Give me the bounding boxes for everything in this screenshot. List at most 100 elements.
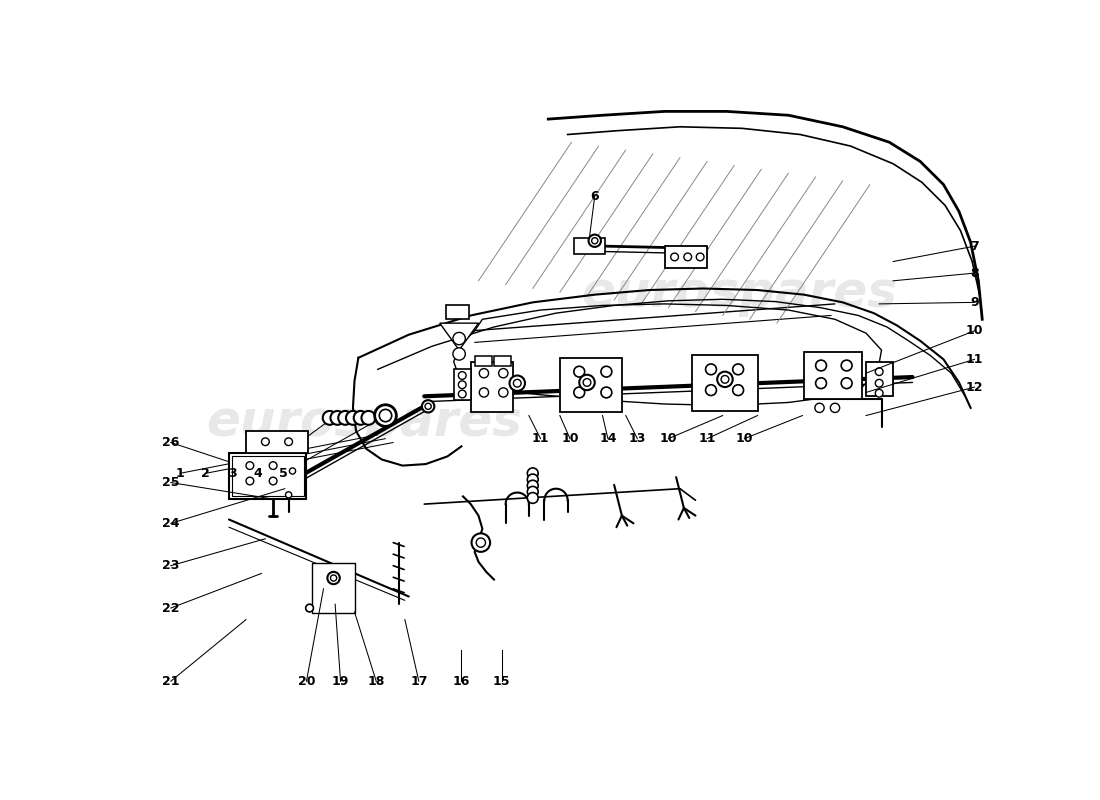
Text: 3: 3 xyxy=(228,467,236,480)
Polygon shape xyxy=(440,323,478,350)
Circle shape xyxy=(459,390,466,398)
Circle shape xyxy=(509,375,525,391)
Text: 10: 10 xyxy=(736,432,754,445)
Circle shape xyxy=(476,538,485,547)
Circle shape xyxy=(480,388,488,397)
Text: 15: 15 xyxy=(493,674,510,688)
Circle shape xyxy=(498,369,508,378)
Circle shape xyxy=(328,572,340,584)
Circle shape xyxy=(354,411,367,425)
Text: 9: 9 xyxy=(970,296,979,309)
Circle shape xyxy=(722,375,729,383)
Circle shape xyxy=(459,372,466,379)
Text: 12: 12 xyxy=(966,381,983,394)
Circle shape xyxy=(362,411,375,425)
Text: 7: 7 xyxy=(970,240,979,253)
Circle shape xyxy=(601,366,612,377)
Circle shape xyxy=(338,411,352,425)
Text: 24: 24 xyxy=(162,517,179,530)
Circle shape xyxy=(574,387,585,398)
Circle shape xyxy=(815,360,826,371)
Text: 8: 8 xyxy=(970,266,979,280)
Text: 1: 1 xyxy=(176,467,185,480)
Circle shape xyxy=(306,604,313,612)
Circle shape xyxy=(842,360,852,371)
Circle shape xyxy=(425,403,431,410)
Bar xyxy=(804,353,862,398)
Circle shape xyxy=(705,385,716,395)
Bar xyxy=(446,306,470,319)
Circle shape xyxy=(696,253,704,261)
Circle shape xyxy=(246,477,254,485)
Text: eurospares: eurospares xyxy=(581,269,896,317)
Text: 11: 11 xyxy=(698,432,716,445)
Text: 14: 14 xyxy=(600,432,617,445)
Circle shape xyxy=(705,364,716,374)
Text: 23: 23 xyxy=(162,559,179,572)
Bar xyxy=(560,358,621,412)
Circle shape xyxy=(733,385,744,395)
Circle shape xyxy=(588,234,601,247)
Bar xyxy=(574,238,605,254)
Circle shape xyxy=(459,381,466,389)
Text: 6: 6 xyxy=(591,190,600,202)
Circle shape xyxy=(876,390,883,397)
Circle shape xyxy=(379,410,392,422)
Circle shape xyxy=(262,438,270,446)
Text: eurospares: eurospares xyxy=(206,398,521,446)
Text: 19: 19 xyxy=(332,674,349,688)
Circle shape xyxy=(592,238,598,244)
Bar xyxy=(312,563,354,614)
Circle shape xyxy=(480,369,488,378)
Text: 11: 11 xyxy=(966,353,983,366)
Text: 10: 10 xyxy=(660,432,678,445)
Circle shape xyxy=(246,462,254,470)
Text: 18: 18 xyxy=(367,674,385,688)
Text: 26: 26 xyxy=(162,436,179,449)
Circle shape xyxy=(815,378,826,389)
Circle shape xyxy=(580,374,595,390)
Circle shape xyxy=(285,438,293,446)
Circle shape xyxy=(330,411,344,425)
Circle shape xyxy=(472,534,491,552)
Bar xyxy=(316,566,353,604)
Circle shape xyxy=(671,253,679,261)
Circle shape xyxy=(289,468,296,474)
Bar xyxy=(229,453,307,498)
Circle shape xyxy=(733,364,744,374)
Circle shape xyxy=(453,348,465,360)
Bar xyxy=(232,455,304,496)
Text: 10: 10 xyxy=(966,324,983,338)
Circle shape xyxy=(876,368,883,375)
Circle shape xyxy=(375,405,396,426)
Circle shape xyxy=(717,372,733,387)
Text: 16: 16 xyxy=(453,674,470,688)
Text: 25: 25 xyxy=(162,476,179,489)
Circle shape xyxy=(527,486,538,497)
Circle shape xyxy=(514,379,521,387)
Circle shape xyxy=(286,492,292,498)
Circle shape xyxy=(527,474,538,485)
Bar xyxy=(453,370,471,400)
Circle shape xyxy=(453,332,465,345)
Text: 21: 21 xyxy=(162,674,179,688)
Circle shape xyxy=(842,378,852,389)
Circle shape xyxy=(330,575,337,581)
Circle shape xyxy=(815,403,824,413)
Text: 20: 20 xyxy=(298,674,316,688)
Bar xyxy=(866,362,893,396)
Circle shape xyxy=(527,468,538,478)
Text: 17: 17 xyxy=(410,674,428,688)
Circle shape xyxy=(527,480,538,491)
Bar xyxy=(471,362,514,412)
Circle shape xyxy=(422,400,435,413)
Text: 4: 4 xyxy=(253,467,262,480)
Circle shape xyxy=(527,493,538,503)
Circle shape xyxy=(322,411,337,425)
Circle shape xyxy=(270,477,277,485)
Circle shape xyxy=(270,462,277,470)
Circle shape xyxy=(684,253,692,261)
Circle shape xyxy=(601,387,612,398)
Text: 2: 2 xyxy=(201,467,210,480)
Bar xyxy=(246,431,308,453)
